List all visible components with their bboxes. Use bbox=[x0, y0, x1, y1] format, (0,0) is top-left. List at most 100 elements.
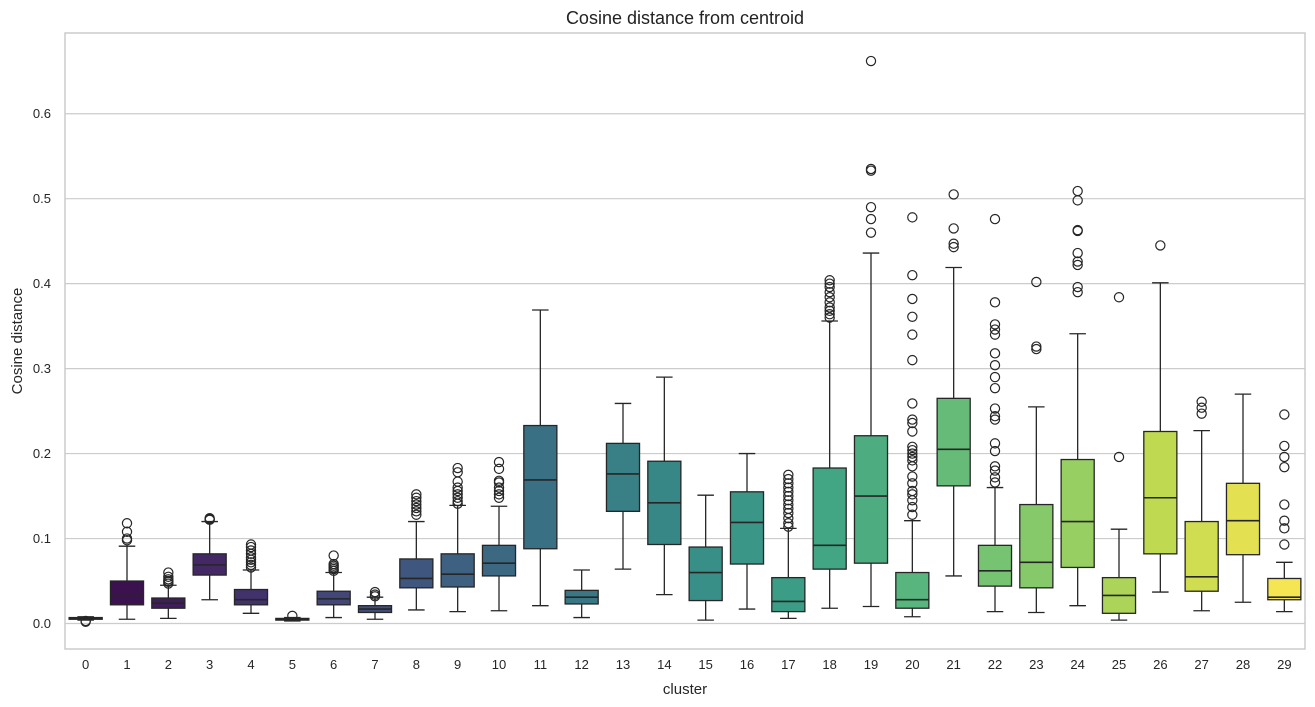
x-tick-label: 6 bbox=[330, 657, 337, 672]
y-axis-label: Cosine distance bbox=[9, 288, 26, 395]
outlier-point bbox=[1113, 292, 1125, 303]
box-group-cluster-11 bbox=[523, 309, 558, 607]
x-tick-label: 12 bbox=[574, 657, 588, 672]
outlier-point bbox=[1279, 409, 1290, 420]
outlier-point bbox=[907, 489, 918, 500]
chart-title: Cosine distance from centroid bbox=[566, 8, 804, 28]
box-iqr bbox=[399, 558, 434, 589]
outlier-point bbox=[245, 541, 257, 553]
outlier-point bbox=[989, 414, 1001, 425]
outlier-point bbox=[452, 495, 463, 507]
outlier-point bbox=[865, 55, 877, 67]
y-tick-label: 0.0 bbox=[33, 616, 51, 631]
box-group-cluster-22 bbox=[977, 213, 1013, 613]
box-iqr bbox=[523, 424, 558, 550]
box-iqr bbox=[729, 491, 765, 565]
outlier-point bbox=[989, 477, 1001, 488]
outlier-point bbox=[287, 610, 298, 622]
outlier-point bbox=[452, 476, 463, 487]
outlier-point bbox=[907, 329, 918, 340]
box-iqr bbox=[936, 397, 971, 487]
box-group-cluster-2 bbox=[151, 567, 186, 620]
outlier-point bbox=[824, 302, 835, 313]
box-iqr bbox=[605, 442, 641, 513]
outlier-point bbox=[1072, 195, 1083, 206]
outlier-point bbox=[163, 567, 174, 578]
outlier-point bbox=[989, 319, 1001, 330]
outlier-point bbox=[948, 238, 959, 249]
outlier-point bbox=[163, 571, 174, 582]
outlier-point bbox=[989, 445, 1001, 457]
x-tick-label: 9 bbox=[454, 657, 461, 672]
outlier-point bbox=[989, 438, 1001, 449]
box-iqr bbox=[109, 580, 145, 606]
x-tick-label: 29 bbox=[1277, 657, 1291, 672]
outlier-point bbox=[245, 557, 257, 568]
outlier-point bbox=[411, 506, 422, 517]
outlier-point bbox=[824, 286, 835, 298]
y-tick-label: 0.3 bbox=[33, 361, 51, 376]
outlier-point bbox=[907, 293, 918, 305]
box-iqr bbox=[977, 544, 1013, 587]
y-tick-labels: 0.0 0.1 0.2 0.3 0.4 0.5 0.6 bbox=[33, 106, 51, 631]
y-tick-label: 0.6 bbox=[33, 106, 51, 121]
outlier-point bbox=[1279, 440, 1290, 452]
box-group-cluster-1 bbox=[109, 518, 145, 620]
outlier-point bbox=[1072, 256, 1083, 267]
y-tick-label: 0.2 bbox=[33, 446, 51, 461]
outlier-point bbox=[1113, 451, 1125, 463]
box-iqr bbox=[316, 590, 351, 606]
outlier-point bbox=[907, 441, 918, 452]
box-group-cluster-5 bbox=[275, 610, 310, 622]
box-iqr bbox=[1060, 458, 1095, 569]
x-tick-label: 25 bbox=[1112, 657, 1126, 672]
outlier-point bbox=[948, 241, 959, 253]
x-tick-label: 24 bbox=[1070, 657, 1084, 672]
outlier-point bbox=[907, 426, 918, 437]
box-group-cluster-28 bbox=[1225, 393, 1261, 603]
x-tick-label: 11 bbox=[534, 657, 548, 672]
outlier-point bbox=[411, 502, 422, 514]
box-group-cluster-3 bbox=[192, 512, 227, 601]
box-iqr bbox=[895, 571, 930, 609]
x-tick-label: 10 bbox=[492, 657, 506, 672]
outlier-point bbox=[989, 465, 1001, 476]
outlier-point bbox=[163, 574, 174, 585]
outlier-point bbox=[989, 297, 1001, 308]
outlier-point bbox=[1072, 224, 1083, 236]
outlier-point bbox=[907, 417, 918, 429]
outlier-point bbox=[783, 486, 794, 498]
outlier-point bbox=[989, 213, 1001, 225]
outlier-point bbox=[783, 507, 794, 519]
outlier-point bbox=[989, 348, 1001, 359]
outlier-point bbox=[824, 305, 835, 317]
x-tick-label: 3 bbox=[206, 657, 213, 672]
outlier-point bbox=[245, 559, 257, 571]
x-tick-label: 5 bbox=[289, 657, 296, 672]
box-group-cluster-20 bbox=[895, 212, 930, 618]
x-tick-label: 26 bbox=[1153, 657, 1167, 672]
y-tick-label: 0.4 bbox=[33, 276, 51, 291]
x-tick-label: 23 bbox=[1029, 657, 1043, 672]
outlier-point bbox=[948, 223, 959, 234]
outlier-point bbox=[865, 213, 877, 225]
outlier-point bbox=[989, 472, 1001, 483]
box-group-cluster-18 bbox=[812, 275, 847, 609]
outlier-point bbox=[1072, 185, 1083, 197]
box-group-cluster-15 bbox=[688, 494, 723, 621]
outlier-point bbox=[411, 495, 422, 507]
x-tick-label: 20 bbox=[905, 657, 919, 672]
outlier-point bbox=[245, 539, 257, 550]
box-iqr bbox=[1184, 520, 1219, 592]
box-group-cluster-26 bbox=[1143, 240, 1178, 593]
outlier-point bbox=[1279, 523, 1290, 534]
outlier-point bbox=[907, 485, 918, 497]
outlier-point bbox=[907, 354, 918, 366]
outlier-point bbox=[1072, 247, 1083, 259]
outlier-point bbox=[824, 309, 835, 320]
box-group-cluster-10 bbox=[481, 456, 517, 612]
box-iqr bbox=[481, 544, 517, 577]
outlier-point bbox=[907, 471, 918, 482]
outlier-point bbox=[824, 281, 835, 293]
